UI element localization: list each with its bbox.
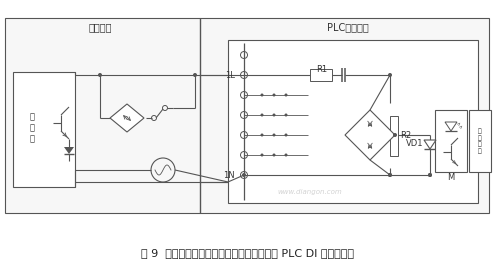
Polygon shape [345, 110, 395, 160]
Circle shape [260, 93, 263, 96]
Circle shape [388, 73, 392, 77]
Polygon shape [445, 122, 457, 131]
Text: 终
端
模
块: 终 端 模 块 [478, 128, 482, 154]
Circle shape [285, 113, 288, 116]
Circle shape [273, 113, 276, 116]
Bar [13, 72, 75, 187]
Text: www.diangon.com: www.diangon.com [278, 189, 342, 195]
Circle shape [260, 134, 263, 136]
Circle shape [260, 154, 263, 156]
Text: R1: R1 [317, 65, 328, 74]
Text: PLC内部接线: PLC内部接线 [327, 22, 369, 32]
Circle shape [428, 173, 432, 177]
Bar [310, 69, 332, 81]
Circle shape [98, 73, 102, 77]
Bar [5, 18, 489, 213]
Circle shape [260, 113, 263, 116]
Circle shape [242, 173, 246, 177]
Circle shape [193, 73, 197, 77]
Circle shape [388, 173, 392, 177]
Text: 外部接线: 外部接线 [88, 22, 112, 32]
Bar [469, 110, 491, 172]
Circle shape [393, 133, 397, 137]
Circle shape [285, 93, 288, 96]
Circle shape [273, 93, 276, 96]
Circle shape [285, 154, 288, 156]
Circle shape [273, 154, 276, 156]
Polygon shape [110, 104, 144, 132]
Polygon shape [424, 140, 436, 149]
Text: R2: R2 [400, 131, 411, 139]
Text: M: M [448, 174, 454, 183]
Circle shape [285, 134, 288, 136]
Bar [390, 116, 398, 156]
Circle shape [428, 173, 432, 177]
Text: 1N: 1N [223, 171, 235, 179]
Bar [435, 110, 467, 172]
Polygon shape [64, 147, 74, 154]
Circle shape [273, 134, 276, 136]
Text: 主
电
路: 主 电 路 [30, 112, 35, 144]
Bar [228, 40, 478, 203]
Circle shape [388, 173, 392, 177]
Text: 图 9  交流两线制开关量传感器与交流输入型 PLC DI 模块的接线: 图 9 交流两线制开关量传感器与交流输入型 PLC DI 模块的接线 [140, 248, 354, 258]
Text: VD1: VD1 [406, 139, 423, 147]
Text: 1L: 1L [225, 70, 235, 80]
